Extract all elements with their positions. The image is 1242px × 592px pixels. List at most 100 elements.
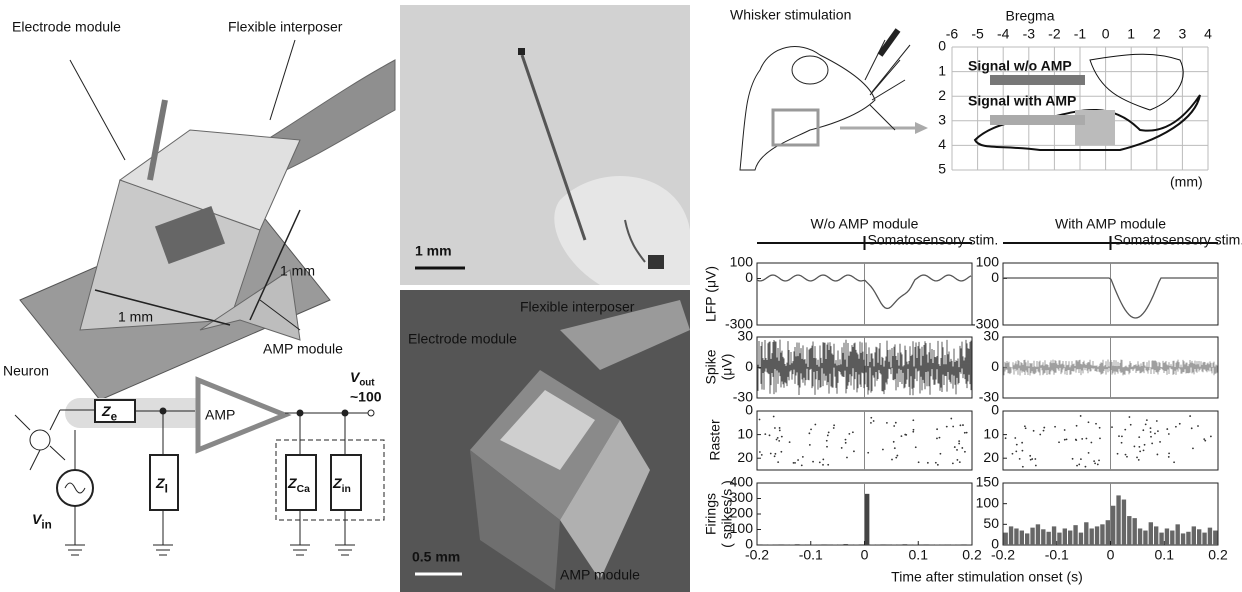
raster-dot (873, 420, 875, 422)
raster-dot (952, 462, 954, 464)
raster-dot (939, 437, 941, 439)
map-x-tick: 0 (1102, 26, 1110, 42)
histogram-bar (1057, 533, 1061, 545)
raster-dot (1145, 423, 1147, 425)
raster-dot (937, 464, 939, 466)
map-y-tick: 0 (938, 38, 946, 54)
raster-dot (1022, 466, 1024, 468)
raster-dot (1099, 437, 1101, 439)
symbol-main: Z (155, 475, 165, 491)
map-y-tick: 4 (938, 136, 946, 152)
histogram-bar (822, 544, 826, 545)
raster-dot (1030, 459, 1032, 461)
symbol-sub: out (359, 377, 375, 388)
histogram-bar (1095, 526, 1099, 545)
raster-dot (1019, 458, 1021, 460)
x-tick-label: -0.2 (745, 547, 769, 563)
label: Somatosensory stim. (868, 232, 999, 248)
raster-dot (913, 429, 915, 431)
raster-dot (882, 449, 884, 451)
label: Electrode module (12, 19, 121, 35)
raster-dot (950, 418, 952, 420)
raster-dot (778, 440, 780, 442)
raster-dot (918, 461, 920, 463)
x-tick-label: 0 (1107, 547, 1115, 563)
symbol-main: Z (101, 403, 111, 419)
figure: Electrode module Flexible interposer 1 mm 1… (0, 0, 1242, 592)
raster-dot (1117, 453, 1119, 455)
raster-dot (1033, 430, 1035, 432)
map-x-tick: -5 (971, 26, 984, 42)
raster-dot (793, 462, 795, 464)
raster-dot (1150, 427, 1152, 429)
raster-dot (1054, 426, 1056, 428)
raster-dot (779, 430, 781, 432)
raster-dot (1142, 429, 1144, 431)
raster-dot (814, 424, 816, 426)
histogram-bar (1041, 529, 1045, 545)
symbol-sub: in (342, 484, 351, 495)
raster-dot (1095, 423, 1097, 425)
raster-dot (1179, 423, 1181, 425)
raster-dot (1035, 465, 1037, 467)
raster-dot (1124, 429, 1126, 431)
raster-dot (958, 440, 960, 442)
y-tick-label: 0 (991, 358, 999, 374)
x-tick-label: -0.2 (991, 547, 1015, 563)
y-tick-label: 10 (737, 425, 753, 441)
label: Spike (703, 349, 719, 384)
raster-dot (1099, 427, 1101, 429)
raster-dot (870, 422, 872, 424)
y-tick-label: 100 (976, 494, 1000, 510)
raster-dot (826, 440, 828, 442)
raster-dot (774, 453, 776, 455)
histogram-bar (1202, 533, 1206, 545)
raster-dot (846, 457, 848, 459)
raster-dot (853, 450, 855, 452)
histogram-bar (1084, 522, 1088, 545)
raster-dot (1129, 416, 1131, 418)
raster-dot (966, 432, 968, 434)
label: Flexible interposer (228, 19, 343, 35)
raster-dot (822, 459, 824, 461)
raster-dot (1168, 452, 1170, 454)
histogram-bar (860, 544, 864, 545)
raster-dot (1081, 438, 1083, 440)
raster-dot (954, 446, 956, 448)
raster-dot (1175, 426, 1177, 428)
raster-dot (774, 427, 776, 429)
raster-dot (1085, 466, 1087, 468)
x-tick-label: 0 (861, 547, 869, 563)
symbol-main: Z (332, 475, 342, 491)
raster-dot (773, 416, 775, 418)
x-tick-label: 0.1 (1155, 547, 1175, 563)
raster-dot (1024, 425, 1026, 427)
histogram-bar (881, 544, 885, 545)
raster-dot (828, 432, 830, 434)
raster-dot (1189, 415, 1191, 417)
raster-dot (1192, 448, 1194, 450)
label: 1 mm (415, 243, 452, 259)
raster-dot (1078, 464, 1080, 466)
histogram-bar (1073, 525, 1077, 545)
raster-dot (1138, 436, 1140, 438)
raster-dot (896, 455, 898, 457)
label: 0.5 mm (412, 549, 460, 565)
raster-dot (789, 441, 791, 443)
histogram-bar (1052, 526, 1056, 545)
raster-dot (1093, 460, 1095, 462)
raster-dot (1134, 446, 1136, 448)
label: (mm) (1170, 174, 1203, 190)
raster-dot (1210, 436, 1212, 438)
label: ~100 (350, 389, 382, 405)
x-tick-label: 0.2 (962, 547, 982, 563)
histogram-bar (1213, 531, 1217, 545)
raster-dot (1090, 442, 1092, 444)
histogram-bar (779, 544, 783, 545)
raster-dot (852, 431, 854, 433)
raster-dot (1080, 415, 1082, 417)
raster-dot (1168, 456, 1170, 458)
raster-dot (1191, 427, 1193, 429)
raster-dot (1012, 453, 1014, 455)
raster-dot (808, 432, 810, 434)
